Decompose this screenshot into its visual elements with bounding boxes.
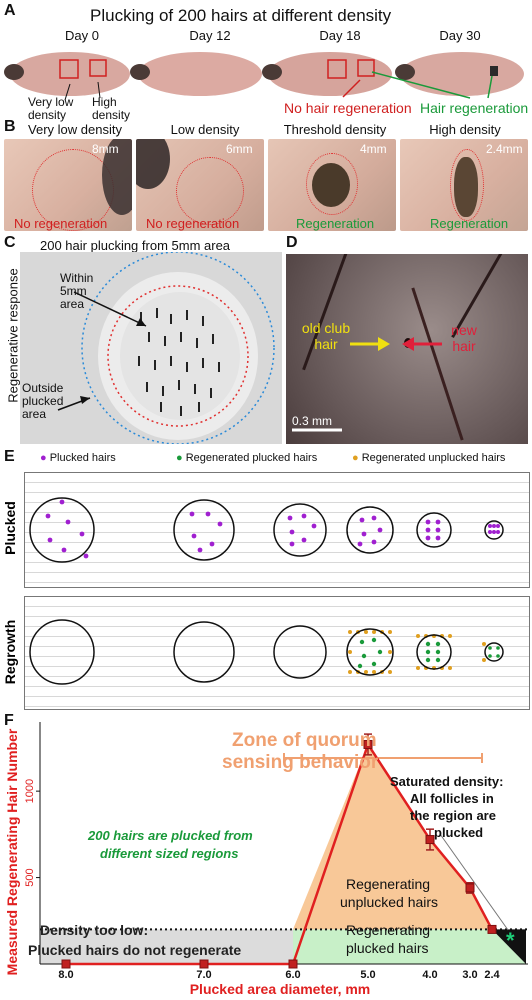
c-within-label: Within 5mm area (60, 271, 94, 311)
f-note-1: 200 hairs are plucked from (88, 828, 253, 843)
f-note-2: different sized regions (100, 846, 239, 861)
e-legend-regen-plucked: ● Regenerated plucked hairs (176, 452, 318, 464)
panel-f-label: F (4, 712, 14, 729)
day-label-12: Day 12 (189, 28, 231, 43)
e-plucked-circles (29, 497, 504, 563)
annot-high: High density (92, 95, 131, 122)
panel-b-label: B (4, 118, 16, 135)
f-zone-title-1: Zone of quorum (232, 730, 377, 751)
mouse-photo-day18 (262, 52, 392, 96)
b-photo-very-low (4, 139, 132, 231)
e-regrowth-box (24, 596, 530, 710)
panel-a-title: Plucking of 200 hairs at different densi… (90, 6, 392, 25)
d-new-label: new hair (451, 322, 477, 354)
b-header-low: Low density (170, 122, 240, 137)
f-plucked-region (293, 929, 526, 964)
b-photo-threshold (268, 139, 396, 231)
f-data-point-2 (288, 959, 298, 969)
f-saturated-3: the region are (410, 808, 496, 823)
f-unplucked-region (293, 744, 492, 930)
f-saturated-1: Saturated density: (390, 774, 504, 789)
d-old-label: old club hair (301, 320, 351, 352)
e-legend-regen-unplucked-text: Regenerated unplucked hairs (361, 452, 506, 464)
e-legend-regen-unplucked: ● Regenerated unplucked hairs (352, 452, 506, 464)
e-row-plucked-label: Plucked (2, 501, 18, 555)
e-circles (29, 497, 504, 685)
day-label-18: Day 18 (319, 28, 361, 43)
panel-c-label: C (4, 234, 16, 251)
b-photo-high (400, 139, 528, 231)
f-saturated-4: plucked (434, 825, 484, 840)
f-x-tick-label-2: 6.0 (285, 969, 300, 981)
f-zone-title-2: sensing behavior (222, 752, 379, 773)
f-data-point-4 (425, 835, 435, 845)
day-label-0: Day 0 (65, 28, 99, 43)
f-data-point-3 (363, 739, 373, 749)
e-legend-plucked-text: Plucked hairs (49, 452, 116, 464)
mouse-photo-day0 (4, 52, 130, 96)
f-y-tick-label-1: 1000 (24, 779, 36, 803)
f-data-point-5 (465, 883, 475, 893)
b-photo-low (136, 139, 264, 231)
e-legend-regen-plucked-text: Regenerated plucked hairs (185, 452, 318, 464)
f-data-point-6 (487, 924, 497, 934)
e-regrowth-circles (29, 619, 504, 685)
f-too-low-2: Plucked hairs do not regenerate (28, 942, 242, 958)
annot-regen: Hair regeneration (420, 100, 529, 116)
f-x-tick-label-5: 3.0 (462, 969, 477, 981)
b-header-high: High density (429, 122, 501, 137)
panel-d-label: D (286, 234, 298, 251)
f-low-density-region (40, 929, 293, 964)
b-header-very-low: Very low density (28, 122, 122, 137)
b-size-4mm: 4mm (360, 142, 387, 156)
f-unplucked-1: Regenerating (346, 876, 431, 892)
b-caption-0: No regeneration (14, 216, 108, 231)
f-data-point-1 (199, 959, 209, 969)
b-caption-3: Regeneration (430, 216, 509, 231)
e-plucked-box (24, 472, 530, 588)
f-x-tick-label-6: 2.4 (484, 969, 500, 981)
f-saturated-2: All follicles in (410, 791, 494, 806)
f-xlabel: Plucked area diameter, mm (189, 981, 371, 997)
mouse-photo-day30 (395, 52, 524, 96)
f-x-tick-label-3: 5.0 (360, 969, 375, 981)
e-row-regrowth-label: Regrowth (2, 619, 18, 685)
panel-e-label: E (4, 448, 15, 465)
f-unplucked-2: unplucked hairs (340, 894, 439, 910)
f-plucked-1: Regenerating (346, 922, 431, 938)
panel-c-title: 200 hair plucking from 5mm area (40, 238, 231, 253)
d-scale-label: 0.3 mm (292, 414, 333, 428)
f-data-point-0 (61, 959, 71, 969)
c-photo (20, 252, 282, 444)
c-side-label: Regenerative response (5, 268, 21, 403)
b-size-2-4mm: 2.4mm (486, 142, 523, 156)
f-saturated-pointer (439, 833, 509, 931)
mouse-photo-day12 (130, 52, 262, 96)
f-saturated-wedge (492, 929, 526, 964)
f-x-tick-label-1: 7.0 (196, 969, 211, 981)
annot-very-low: Very low density (28, 95, 74, 122)
panel-a-label: A (4, 2, 16, 19)
f-y-tick-label-0: 500 (24, 868, 36, 886)
b-caption-1: No regeneration (146, 216, 240, 231)
b-header-threshold: Threshold density (283, 122, 387, 137)
d-photo (286, 254, 528, 444)
f-x-tick-label-0: 8.0 (58, 969, 73, 981)
day-label-30: Day 30 (439, 28, 481, 43)
f-x-tick-label-4: 4.0 (422, 969, 437, 981)
b-size-6mm: 6mm (226, 142, 253, 156)
annot-no-regen: No hair regeneration (284, 100, 412, 116)
b-caption-2: Regeneration (296, 216, 375, 231)
d-arrows (292, 337, 442, 432)
mouse-photos (4, 52, 524, 101)
f-asterisk: * (506, 928, 515, 953)
f-chart: 500 1000 8.0 7.0 6.0 5.0 4.0 3.0 2.4 (24, 722, 528, 981)
b-size-8mm: 8mm (92, 142, 119, 156)
e-legend-plucked: ● Plucked hairs (40, 452, 116, 464)
f-plucked-2: plucked hairs (346, 940, 429, 956)
f-too-low-1: Density too low: (40, 922, 149, 938)
c-outside-label: Outside plucked area (22, 381, 64, 421)
